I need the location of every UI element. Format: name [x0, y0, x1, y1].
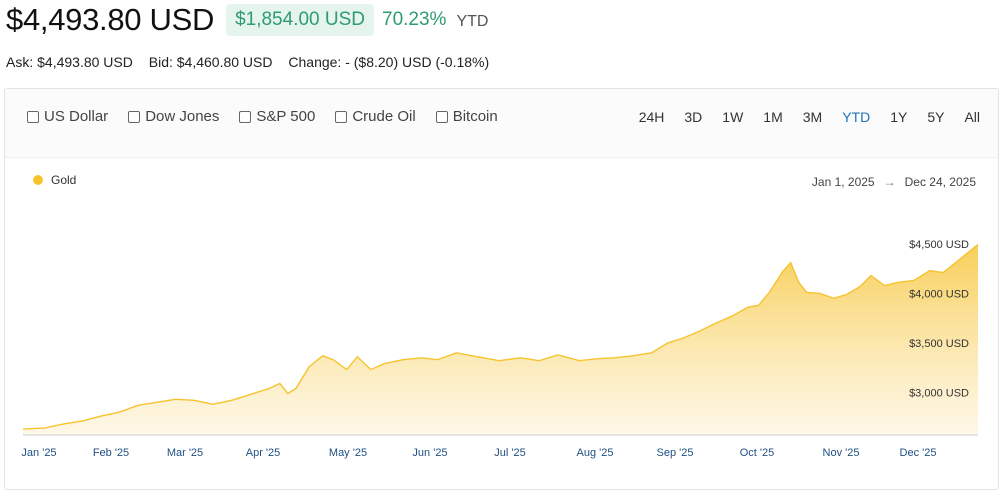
x-tick-label: Dec '25 [900, 447, 937, 459]
x-tick-label: Jan '25 [21, 447, 56, 459]
price-header: $4,493.80 USD $1,854.00 USD 70.23% YTD [6, 0, 488, 40]
y-tick-label: $4,500 USD [909, 239, 969, 251]
range-3m[interactable]: 3M [802, 109, 823, 125]
range-1y[interactable]: 1Y [890, 109, 908, 125]
range-ytd[interactable]: YTD [842, 109, 871, 125]
x-tick-label: Sep '25 [657, 447, 694, 459]
x-tick-label: Mar '25 [167, 447, 203, 459]
compare-dow-jones[interactable]: Dow Jones [128, 108, 219, 125]
x-tick-label: Aug '25 [577, 447, 614, 459]
period-label: YTD [456, 13, 489, 30]
legend-dot-icon [33, 175, 43, 185]
compare-bitcoin[interactable]: Bitcoin [435, 108, 498, 125]
gold-area [23, 244, 978, 435]
change-amount-badge: $1,854.00 USD [226, 4, 374, 36]
ask-price: Ask: $4,493.80 USD [6, 54, 133, 70]
range-1m[interactable]: 1M [763, 109, 783, 125]
range-24h[interactable]: 24H [638, 109, 665, 125]
gold-line [22, 243, 979, 430]
range-1w[interactable]: 1W [722, 109, 744, 125]
x-tick-label: Nov '25 [823, 447, 860, 459]
chart-panel: US Dollar Dow Jones S&P 500 Crude Oil Bi… [4, 88, 999, 490]
checkbox-icon[interactable] [239, 110, 252, 123]
change-text: Change: - ($8.20) USD (-0.18%) [288, 54, 490, 70]
y-tick-label: $3,000 USD [909, 387, 969, 399]
checkbox-icon[interactable] [27, 110, 39, 123]
quote-line: Ask: $4,493.80 USD Bid: $4,460.80 USD Ch… [6, 54, 501, 70]
x-tick-label: Feb '25 [93, 447, 129, 459]
compare-us-dollar[interactable]: US Dollar [27, 108, 108, 125]
chart-legend: Gold [33, 173, 76, 187]
x-tick-label: Oct '25 [740, 447, 775, 459]
y-tick-label: $4,000 USD [909, 288, 969, 300]
current-price: $4,493.80 USD [6, 2, 215, 37]
range-5y[interactable]: 5Y [927, 109, 945, 125]
checkbox-icon[interactable] [335, 110, 348, 123]
change-percent: 70.23% [382, 9, 447, 30]
compare-sp500[interactable]: S&P 500 [239, 108, 315, 125]
x-tick-label: Jul '25 [494, 447, 525, 459]
range-3d[interactable]: 3D [684, 109, 703, 125]
x-tick-label: Jun '25 [412, 447, 447, 459]
legend-label: Gold [51, 173, 77, 187]
y-tick-label: $3,500 USD [909, 338, 969, 350]
bid-price: Bid: $4,460.80 USD [148, 54, 273, 70]
chart-toolbar: US Dollar Dow Jones S&P 500 Crude Oil Bi… [5, 89, 998, 158]
date-to: Dec 24, 2025 [904, 175, 976, 189]
date-range: Jan 1, 2025 → Dec 24, 2025 [812, 175, 976, 189]
checkbox-icon[interactable] [435, 110, 448, 123]
compare-options: US Dollar Dow Jones S&P 500 Crude Oil Bi… [27, 108, 518, 125]
time-range-tabs: 24H 3D 1W 1M 3M YTD 1Y 5Y All [619, 109, 980, 125]
x-tick-label: May '25 [329, 447, 367, 459]
checkbox-icon[interactable] [128, 110, 141, 123]
date-from: Jan 1, 2025 [811, 175, 875, 189]
range-all[interactable]: All [964, 109, 980, 125]
compare-crude-oil[interactable]: Crude Oil [335, 108, 416, 125]
price-chart[interactable]: Jan '25 Feb '25 Mar '25 Apr '25 May '25 Jun '… [5, 89, 998, 489]
arrow-right-icon: → [883, 175, 896, 189]
x-tick-label: Apr '25 [246, 447, 281, 459]
